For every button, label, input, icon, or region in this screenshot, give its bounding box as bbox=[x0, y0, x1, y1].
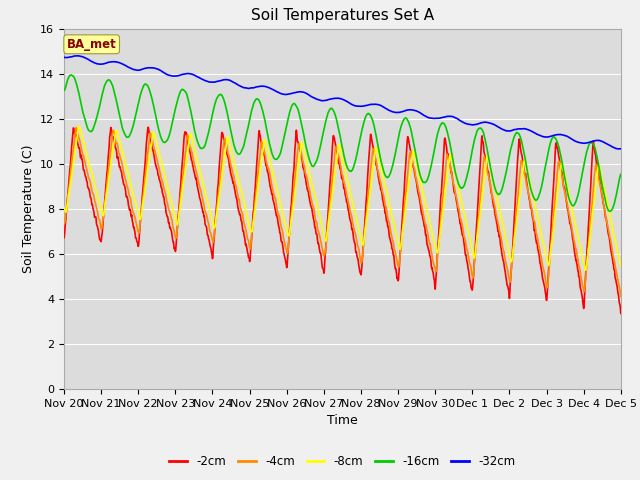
Title: Soil Temperatures Set A: Soil Temperatures Set A bbox=[251, 9, 434, 24]
X-axis label: Time: Time bbox=[327, 414, 358, 427]
Legend: -2cm, -4cm, -8cm, -16cm, -32cm: -2cm, -4cm, -8cm, -16cm, -32cm bbox=[164, 450, 520, 473]
Text: BA_met: BA_met bbox=[67, 38, 116, 51]
Y-axis label: Soil Temperature (C): Soil Temperature (C) bbox=[22, 144, 35, 273]
